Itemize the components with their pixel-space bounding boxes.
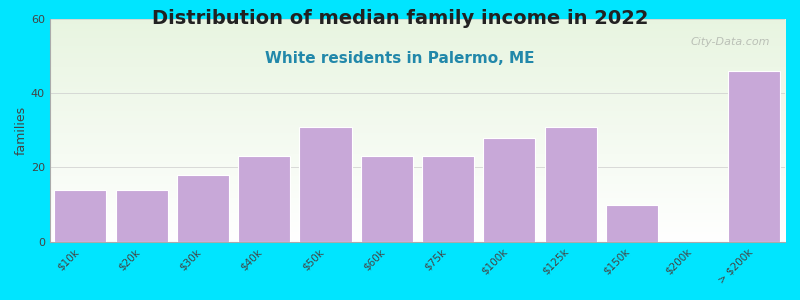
Text: Distribution of median family income in 2022: Distribution of median family income in …	[152, 9, 648, 28]
Bar	[54, 190, 106, 242]
Text: White residents in Palermo, ME: White residents in Palermo, ME	[266, 51, 534, 66]
Bar	[299, 127, 351, 242]
Bar	[177, 175, 229, 242]
Text: City-Data.com: City-Data.com	[690, 37, 770, 47]
Bar	[238, 156, 290, 242]
Bar	[483, 138, 535, 242]
Bar	[422, 156, 474, 242]
Bar	[606, 205, 658, 242]
Bar	[116, 190, 168, 242]
Bar	[361, 156, 413, 242]
Y-axis label: families: families	[15, 106, 28, 155]
Bar	[545, 127, 597, 242]
Bar	[728, 71, 781, 242]
